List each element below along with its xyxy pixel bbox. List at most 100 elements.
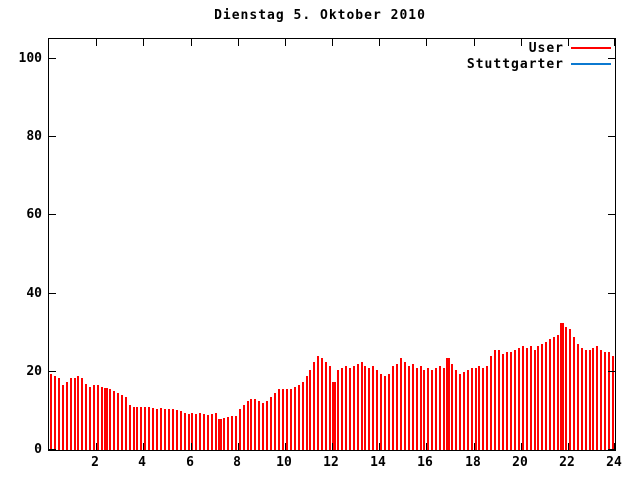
impulse-bar — [258, 401, 260, 450]
impulse-bar — [121, 395, 123, 450]
impulse-bar — [596, 346, 598, 450]
tick-mark — [608, 449, 615, 450]
impulse-bar — [290, 389, 292, 450]
impulse-bar — [490, 356, 492, 450]
impulse-bar — [168, 409, 170, 450]
legend: User Stuttgarter — [467, 41, 611, 72]
impulse-bar — [384, 376, 386, 450]
impulse-bar — [66, 382, 68, 450]
impulse-bar — [471, 368, 473, 450]
impulse-bar — [203, 414, 205, 450]
impulse-bar — [577, 344, 579, 450]
impulse-bar — [282, 389, 284, 450]
impulse-bar — [459, 374, 461, 450]
tick-mark — [608, 371, 615, 372]
impulse-bar — [368, 368, 370, 450]
x-tick-label-18: 18 — [465, 455, 481, 470]
x-tick-label-4: 4 — [138, 455, 146, 470]
impulse-bar — [321, 358, 323, 450]
impulse-bar — [294, 387, 296, 450]
tick-mark — [568, 443, 569, 450]
x-tick-label-20: 20 — [512, 455, 528, 470]
impulse-bar — [152, 408, 154, 450]
impulse-bar — [412, 364, 414, 450]
impulse-bar — [455, 370, 457, 450]
x-tick-label-10: 10 — [276, 455, 292, 470]
tick-mark — [49, 214, 56, 215]
impulse-bar — [101, 387, 103, 450]
tick-mark — [143, 39, 144, 46]
impulse-bar — [431, 370, 433, 450]
impulse-bar — [144, 407, 146, 450]
y-tick-label-60: 60 — [26, 207, 42, 222]
impulse-bar — [545, 342, 547, 450]
x-tick-label-24: 24 — [606, 455, 622, 470]
y-tick-label-80: 80 — [26, 129, 42, 144]
impulse-bar — [337, 370, 339, 450]
impulse-bar — [408, 366, 410, 450]
tick-mark — [379, 39, 380, 46]
impulse-bar — [372, 366, 374, 450]
impulse-bar — [329, 366, 331, 450]
impulse-bar — [482, 368, 484, 450]
impulse-bar — [357, 364, 359, 450]
impulse-bar — [133, 407, 135, 450]
tick-mark — [238, 443, 239, 450]
impulse-bar — [160, 408, 162, 450]
impulse-bar — [557, 335, 559, 450]
impulse-bar — [140, 407, 142, 450]
impulse-bar — [113, 391, 115, 450]
x-tick-label-14: 14 — [370, 455, 386, 470]
impulse-bar — [97, 385, 99, 450]
tick-mark — [568, 39, 569, 46]
impulse-bar — [376, 370, 378, 450]
impulse-bar — [522, 346, 524, 450]
legend-line-user-icon — [571, 47, 611, 49]
impulse-bar — [514, 350, 516, 450]
impulse-bar — [125, 397, 127, 450]
tick-mark — [521, 39, 522, 46]
tick-mark — [49, 449, 56, 450]
impulse-bar — [581, 348, 583, 450]
impulse-bar — [85, 384, 87, 450]
impulse-bar — [93, 385, 95, 450]
impulse-bar — [278, 389, 280, 450]
tick-mark — [608, 58, 615, 59]
impulse-bar — [136, 407, 138, 450]
y-tick-label-100: 100 — [18, 51, 42, 66]
impulse-bar — [211, 414, 213, 450]
impulse-bar — [534, 350, 536, 450]
tick-mark — [426, 39, 427, 46]
impulse-bar — [191, 413, 193, 450]
impulse-bar — [309, 370, 311, 450]
impulse-bar — [565, 327, 567, 450]
legend-line-stuttgarter-icon — [571, 63, 611, 65]
impulse-bar — [446, 358, 450, 450]
impulse-bar — [361, 362, 363, 450]
legend-row-stuttgarter: Stuttgarter — [467, 57, 611, 72]
tick-mark — [332, 39, 333, 46]
impulse-bar — [530, 346, 532, 450]
impulse-bar — [223, 418, 225, 450]
tick-mark — [474, 39, 475, 46]
impulse-bar — [502, 354, 504, 450]
tick-mark — [191, 443, 192, 450]
tick-mark — [191, 39, 192, 46]
y-tick-label-0: 0 — [34, 442, 42, 457]
plot-area: User Stuttgarter — [48, 38, 616, 451]
tick-mark — [608, 136, 615, 137]
impulse-bar — [569, 329, 571, 450]
tick-mark — [49, 371, 56, 372]
impulse-bar — [207, 415, 209, 450]
impulse-bar — [604, 352, 606, 450]
x-tick-label-22: 22 — [559, 455, 575, 470]
impulse-bar — [62, 385, 64, 450]
impulse-bar — [180, 411, 182, 450]
impulse-bar — [184, 413, 186, 450]
x-tick-label-8: 8 — [233, 455, 241, 470]
impulse-bar — [81, 378, 83, 450]
impulse-bar — [404, 362, 406, 450]
impulse-bar — [270, 397, 272, 450]
impulse-bar — [227, 417, 229, 450]
impulse-bar — [510, 352, 512, 450]
